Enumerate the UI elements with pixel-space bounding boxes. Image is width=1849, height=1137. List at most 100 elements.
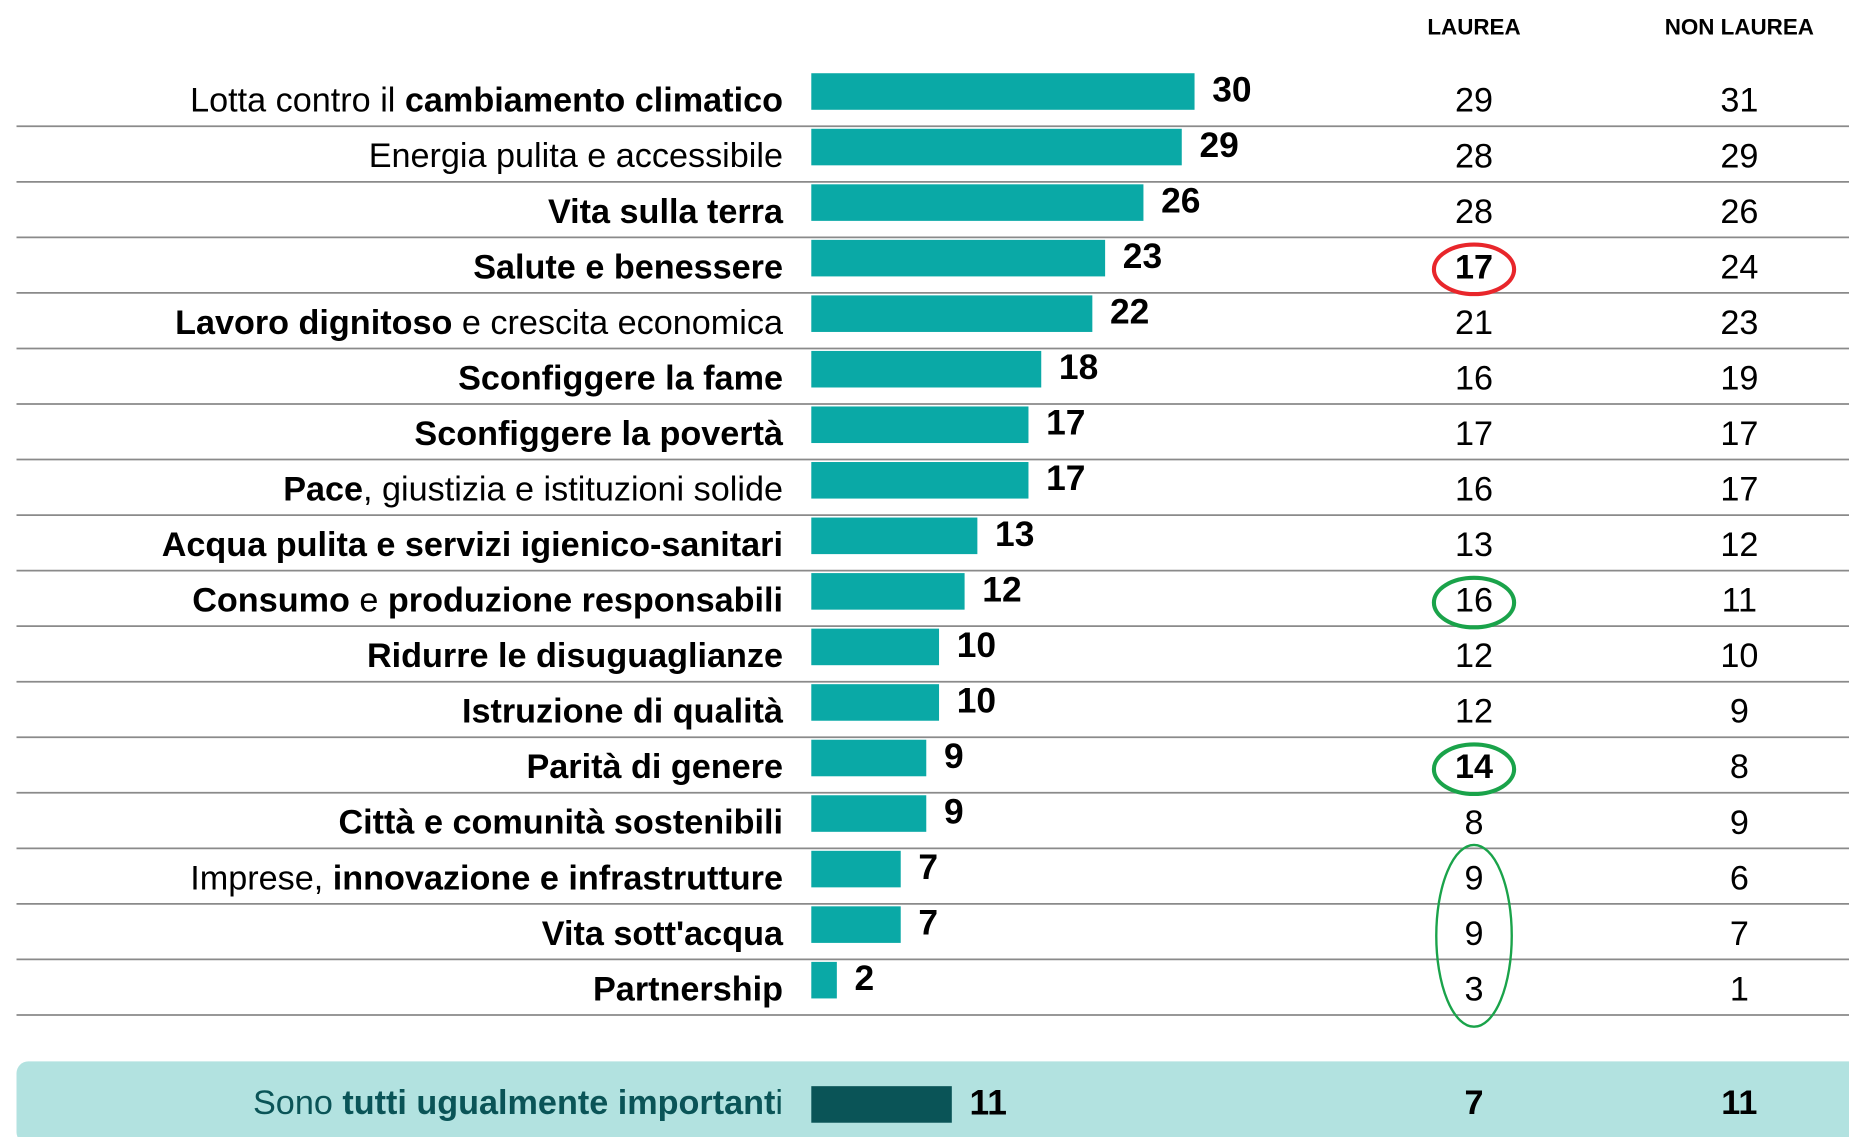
column-value: 7 <box>1730 915 1749 953</box>
column-value: 9 <box>1730 804 1749 842</box>
column-value: 16 <box>1455 359 1493 397</box>
bar <box>811 295 1093 332</box>
category-label: Vita sulla terra <box>548 193 784 231</box>
bar-value: 7 <box>918 848 938 887</box>
column-value: 12 <box>1455 637 1493 675</box>
bar <box>811 350 1042 388</box>
column-value: 29 <box>1455 82 1493 120</box>
column-value: 28 <box>1455 193 1493 231</box>
category-label: Pace, giustizia e istituzioni solide <box>283 471 783 509</box>
bar-value: 22 <box>1110 293 1149 332</box>
column-value: 16 <box>1455 582 1493 620</box>
category-label: Istruzione di qualità <box>462 693 784 731</box>
bar-value: 23 <box>1123 237 1162 276</box>
column-value: 28 <box>1455 137 1493 175</box>
label-part: Sono <box>253 1084 342 1122</box>
column-value: 9 <box>1465 859 1484 897</box>
label-part: i <box>775 1084 783 1122</box>
column-value: 26 <box>1720 193 1758 231</box>
bar <box>811 795 927 832</box>
label-part: Pace <box>283 471 363 509</box>
bar-value: 30 <box>1212 70 1251 109</box>
bar-value: 7 <box>918 904 938 943</box>
bar <box>811 739 927 777</box>
bar <box>811 684 940 721</box>
label-part: Acqua pulita e servizi igienico-sanitari <box>162 526 783 564</box>
bar <box>811 517 978 555</box>
label-part: Partnership <box>593 970 783 1008</box>
bar-value: 9 <box>944 792 964 831</box>
column-value: 14 <box>1455 748 1493 786</box>
category-label: Partnership <box>593 970 783 1008</box>
bar-value: 12 <box>982 570 1021 609</box>
bar-value: 2 <box>855 959 875 998</box>
label-part: produzione responsabili <box>388 582 783 620</box>
bar <box>811 128 1182 166</box>
bar <box>811 906 901 943</box>
column-value: 17 <box>1720 471 1758 509</box>
category-label: Imprese, innovazione e infrastrutture <box>190 859 783 897</box>
column-value: 17 <box>1720 415 1758 453</box>
bar-value: 10 <box>957 681 996 720</box>
category-label: Acqua pulita e servizi igienico-sanitari <box>162 526 783 564</box>
column-value: 8 <box>1730 748 1749 786</box>
category-label: Consumo e produzione responsabili <box>192 582 783 620</box>
bar <box>811 850 901 888</box>
label-part: Vita sott'acqua <box>542 915 784 953</box>
bar <box>811 628 940 666</box>
bar <box>811 961 837 999</box>
column-value: 8 <box>1465 804 1484 842</box>
category-label: Lavoro dignitoso e crescita economica <box>175 304 784 342</box>
label-part: Sconfiggere la povertà <box>414 415 784 453</box>
column-value: 12 <box>1720 526 1758 564</box>
column-value: 1 <box>1730 970 1749 1008</box>
label-part: Istruzione di qualità <box>462 693 784 731</box>
label-part: Salute e benessere <box>473 248 783 286</box>
column-value: 9 <box>1730 693 1749 731</box>
label-part: Parità di genere <box>526 748 783 786</box>
label-part: e crescita economica <box>452 304 784 342</box>
bar-value: 9 <box>944 737 964 776</box>
column-value: 19 <box>1720 359 1758 397</box>
bar-value: 13 <box>995 515 1034 554</box>
category-label: Vita sott'acqua <box>542 915 784 953</box>
category-label: Ridurre le disuguaglianze <box>367 637 783 675</box>
column-value: 13 <box>1455 526 1493 564</box>
label-part: Lotta contro il <box>190 82 405 120</box>
highlight-circle <box>1431 242 1517 297</box>
column-value: 21 <box>1455 304 1493 342</box>
highlight-circle <box>1435 843 1513 1028</box>
column-value: 23 <box>1720 304 1758 342</box>
column-value: 11 <box>1722 582 1758 620</box>
label-part: Ridurre le disuguaglianze <box>367 637 783 675</box>
column-value: 3 <box>1465 970 1484 1008</box>
bar-value: 26 <box>1161 182 1200 221</box>
label-part: Imprese, <box>190 859 332 897</box>
summary-value: 11 <box>970 1083 1007 1122</box>
category-label: Sconfiggere la povertà <box>414 415 784 453</box>
column-value: 24 <box>1720 248 1758 286</box>
column-value: 31 <box>1720 82 1758 120</box>
label-part: e <box>350 582 388 620</box>
bar <box>811 184 1144 221</box>
bar <box>811 573 965 610</box>
column-value: 10 <box>1720 637 1758 675</box>
summary-column-value: 11 <box>1721 1084 1757 1122</box>
label-part: innovazione e infrastrutture <box>333 859 783 897</box>
label-part: cambiamento climatico <box>405 82 783 120</box>
category-label: Parità di genere <box>526 748 783 786</box>
bar <box>811 406 1029 444</box>
category-label: Sconfiggere la fame <box>458 359 783 397</box>
column-header: LAUREA <box>1427 14 1520 39</box>
bar-value: 18 <box>1059 348 1098 387</box>
bar <box>811 239 1106 277</box>
category-label: Città e comunità sostenibili <box>338 804 783 842</box>
label-part: Città e comunità sostenibili <box>338 804 783 842</box>
bar-value: 17 <box>1046 459 1085 498</box>
label-part: Sconfiggere la fame <box>458 359 783 397</box>
category-label: Energia pulita e accessibile <box>369 137 783 175</box>
summary-bar <box>811 1086 952 1123</box>
column-value: 17 <box>1455 415 1493 453</box>
column-header: NON LAUREA <box>1665 14 1814 39</box>
